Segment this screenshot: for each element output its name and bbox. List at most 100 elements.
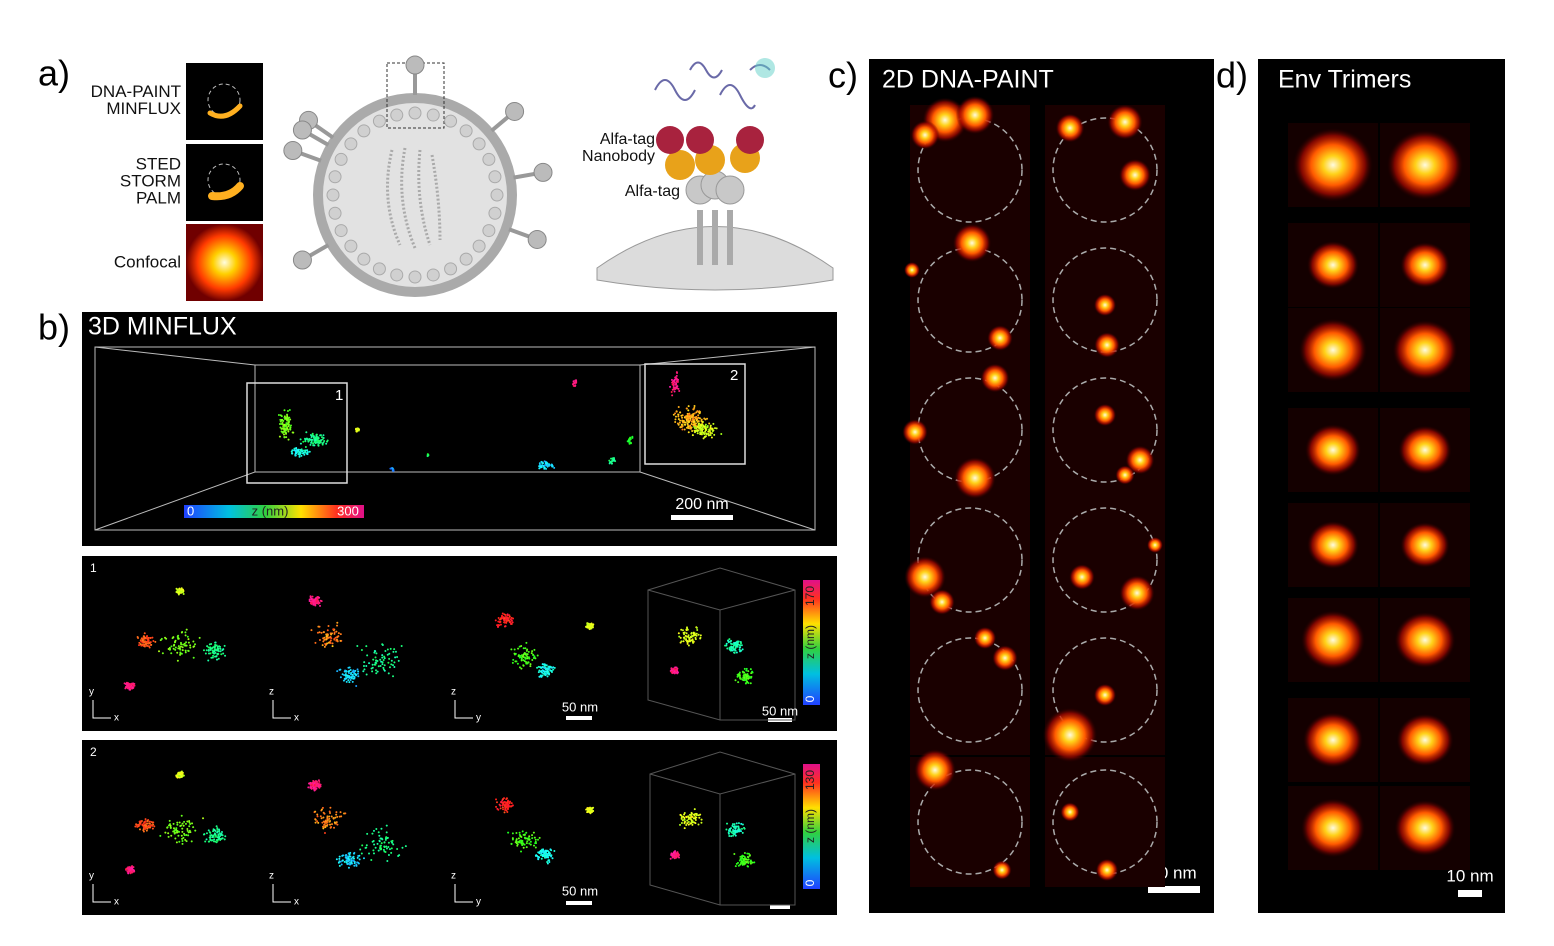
localization	[743, 678, 746, 681]
localization	[526, 655, 529, 658]
roi-box	[644, 363, 746, 465]
localization	[129, 869, 132, 872]
localization	[738, 648, 741, 651]
localization	[546, 671, 549, 674]
localization	[322, 434, 325, 437]
localization	[376, 670, 379, 673]
localization	[324, 644, 327, 647]
localization	[360, 648, 363, 651]
label: DNA-PAINT	[91, 82, 181, 101]
localization	[299, 442, 302, 445]
trimer	[1394, 612, 1456, 668]
localization	[521, 840, 524, 843]
localization	[177, 634, 180, 637]
localization	[339, 676, 342, 679]
ring	[917, 769, 1023, 875]
localization	[534, 657, 537, 660]
localization	[202, 833, 205, 836]
localization	[329, 806, 332, 809]
localization	[672, 851, 675, 854]
localization	[504, 614, 507, 617]
label: z	[269, 871, 274, 882]
localization	[533, 844, 536, 847]
localization	[681, 629, 684, 632]
localization	[540, 857, 543, 860]
localization	[173, 830, 176, 833]
localization	[525, 842, 528, 845]
localization	[295, 452, 298, 455]
localization	[181, 649, 184, 652]
localization	[339, 639, 342, 642]
localization	[711, 427, 714, 430]
localization	[671, 388, 674, 391]
blob	[904, 262, 920, 278]
localization	[348, 861, 351, 864]
localization	[352, 857, 355, 860]
localization	[280, 427, 283, 430]
localization	[731, 824, 734, 827]
localization	[498, 620, 501, 623]
localization	[207, 659, 210, 662]
trimer	[1400, 242, 1450, 288]
localization	[311, 432, 314, 435]
localization	[670, 391, 673, 394]
localization	[504, 808, 507, 811]
localization	[283, 436, 286, 439]
localization	[681, 428, 684, 431]
localization	[745, 675, 748, 678]
trimer	[1387, 130, 1463, 200]
localization	[308, 782, 311, 785]
localization	[287, 438, 290, 441]
localization	[314, 780, 317, 783]
localization	[708, 429, 711, 432]
localization	[335, 630, 338, 633]
localization	[727, 639, 730, 642]
localization	[370, 667, 373, 670]
localization	[130, 682, 133, 685]
localization	[340, 815, 343, 818]
label: b)	[38, 307, 70, 348]
localization	[671, 394, 674, 397]
localization	[208, 840, 211, 843]
localization	[310, 436, 313, 439]
localization	[692, 408, 695, 411]
localization	[215, 825, 218, 828]
localization	[730, 835, 733, 838]
localization	[382, 848, 385, 851]
localization	[309, 595, 312, 598]
localization	[699, 428, 702, 431]
localization	[687, 821, 690, 824]
localization	[312, 780, 315, 783]
localization	[189, 644, 192, 647]
localization	[168, 823, 171, 826]
localization	[575, 379, 578, 382]
scale-bar	[671, 515, 733, 520]
localization	[148, 826, 151, 829]
localization	[146, 637, 149, 640]
localization	[312, 442, 315, 445]
genome	[386, 147, 442, 249]
localization	[385, 845, 388, 848]
localization	[546, 862, 549, 865]
label: Env Trimers	[1278, 66, 1411, 94]
localization	[743, 671, 746, 674]
localization	[544, 462, 547, 465]
localization	[315, 600, 318, 603]
localization	[522, 842, 525, 845]
localization	[322, 441, 325, 444]
label: 0	[187, 503, 194, 518]
localization	[683, 631, 686, 634]
localization	[193, 645, 196, 648]
localization	[699, 636, 702, 639]
localization	[678, 635, 681, 638]
localization	[743, 862, 746, 865]
localization	[573, 381, 576, 384]
localization	[284, 424, 287, 427]
localization	[335, 813, 338, 816]
localization	[524, 647, 527, 650]
localization	[182, 824, 185, 827]
localization	[345, 677, 348, 680]
localization	[546, 464, 549, 467]
localization	[731, 823, 734, 826]
localization	[207, 649, 210, 652]
